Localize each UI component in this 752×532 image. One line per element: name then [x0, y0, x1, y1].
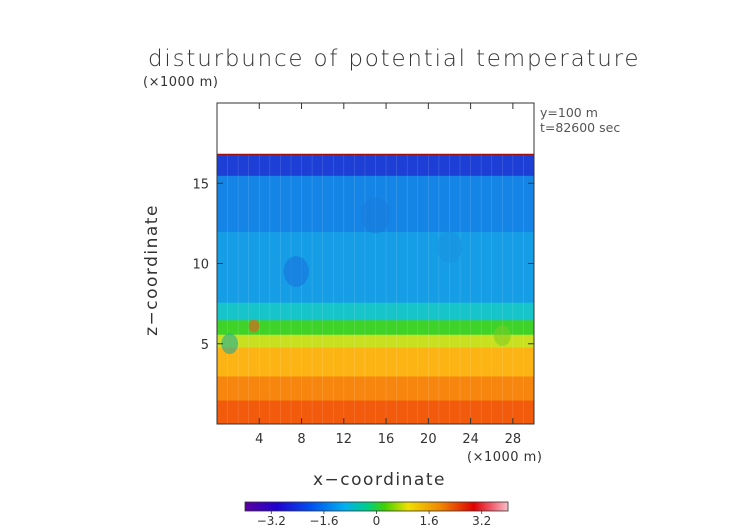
field-layer-0: [217, 399, 534, 424]
eddy-blob: [221, 333, 239, 355]
x-tick-label: 4: [255, 432, 263, 447]
y-tick-label: 15: [192, 177, 209, 192]
eddy-blob: [248, 319, 260, 333]
y-axis-unit: (×1000 m): [143, 75, 219, 90]
eddy-blob: [360, 197, 391, 234]
y-tick-label: 10: [192, 258, 209, 273]
colorbar-tick-label: 1.6: [420, 514, 439, 528]
x-tick-label: 12: [336, 432, 353, 447]
field-layer-3: [217, 334, 534, 348]
colorbar-bar: [244, 501, 509, 512]
field-layer-2: [217, 346, 534, 377]
colorbar-tick-label: 3.2: [472, 514, 491, 528]
eddy-blob: [493, 325, 511, 346]
eddy-blob: [436, 232, 463, 263]
field-layer-5: [217, 302, 534, 321]
x-tick-label: 20: [420, 432, 437, 447]
annotation-block: y=100 m t=82600 sec: [540, 105, 620, 135]
x-tick-label: 28: [505, 432, 522, 447]
field-layer-8: [217, 154, 534, 176]
colorbar-tick-label: −3.2: [257, 514, 286, 528]
eddy-blob: [283, 256, 309, 287]
colorbar-tick-label: −1.6: [309, 514, 338, 528]
x-axis-label: x−coordinate: [313, 470, 446, 490]
annotation-y: y=100 m: [540, 105, 598, 120]
colorbar-tick-label: 0: [373, 514, 381, 528]
x-tick-label: 8: [297, 432, 305, 447]
field-texture: [217, 154, 524, 424]
field-layer-1: [217, 375, 534, 401]
y-tick-label: 5: [201, 338, 209, 353]
x-axis-unit: (×1000 m): [467, 450, 543, 465]
annotation-time: t=82600 sec: [540, 120, 621, 135]
x-tick-label: 24: [462, 432, 479, 447]
field-layer-6: [217, 231, 534, 303]
x-tick-label: 16: [378, 432, 395, 447]
chart-title: disturbunce of potential temperature: [148, 46, 641, 72]
field-layer-4: [217, 319, 534, 335]
